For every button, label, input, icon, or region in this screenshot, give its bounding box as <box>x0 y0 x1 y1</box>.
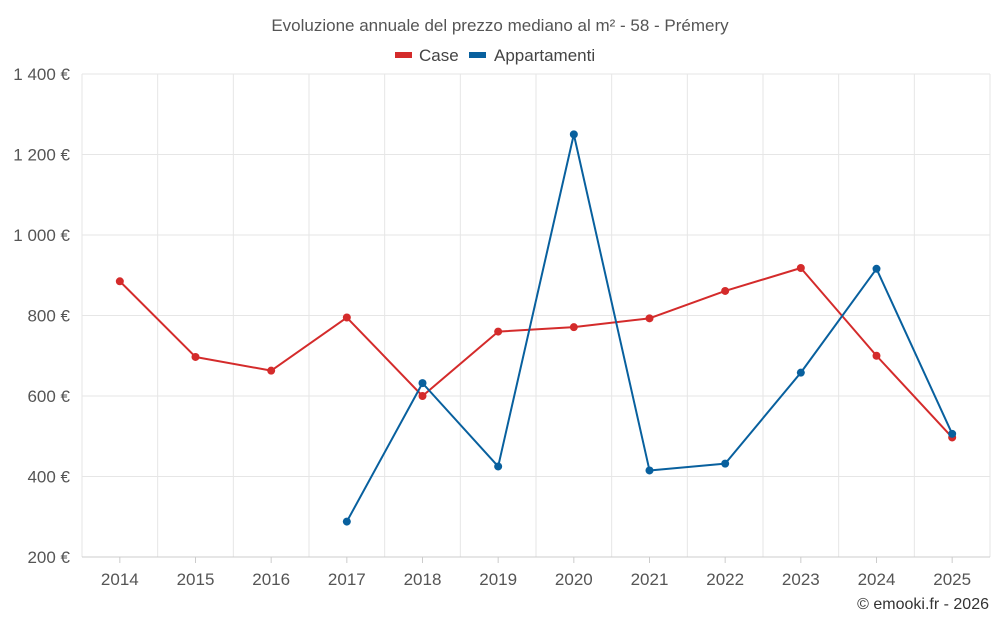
y-tick-label: 200 € <box>27 548 70 567</box>
y-tick-label: 1 400 € <box>13 65 70 84</box>
x-tick-label: 2021 <box>631 570 669 589</box>
data-point-appartamenti[interactable] <box>569 130 578 139</box>
series-case <box>115 264 957 442</box>
x-gridlines <box>81 74 991 557</box>
x-tick-label: 2019 <box>479 570 517 589</box>
legend-swatch-appartamenti <box>469 52 486 58</box>
data-point-appartamenti[interactable] <box>796 368 805 377</box>
legend-item-case[interactable]: Case <box>395 46 459 65</box>
y-tick-label: 800 € <box>27 307 70 326</box>
data-point-case[interactable] <box>418 392 427 400</box>
legend-item-appartamenti[interactable]: Appartamenti <box>469 46 595 65</box>
legend-label-case: Case <box>419 46 459 65</box>
x-tick-label: 2016 <box>252 570 290 589</box>
data-point-appartamenti[interactable] <box>418 379 427 388</box>
legend-label-appartamenti: Appartamenti <box>494 46 595 65</box>
data-point-case[interactable] <box>796 264 805 273</box>
data-point-case[interactable] <box>645 314 654 323</box>
series-layer <box>115 130 957 526</box>
data-point-case[interactable] <box>342 313 351 322</box>
x-tick-label: 2025 <box>933 570 971 589</box>
x-axis-labels: 2014 2015 2016 2017 2018 2019 2020 2021 2022 2023… <box>101 557 971 589</box>
data-point-appartamenti[interactable] <box>342 517 351 526</box>
legend[interactable]: Case Appartamenti <box>395 46 595 65</box>
data-point-case[interactable] <box>569 323 578 332</box>
x-tick-label: 2014 <box>101 570 139 589</box>
credit-text: © emooki.fr - 2026 <box>857 596 989 613</box>
x-tick-label: 2015 <box>177 570 215 589</box>
y-tick-label: 400 € <box>27 468 70 487</box>
x-tick-label: 2018 <box>404 570 442 589</box>
data-point-appartamenti[interactable] <box>645 466 654 475</box>
data-point-case[interactable] <box>267 366 276 375</box>
x-tick-label: 2022 <box>706 570 744 589</box>
data-point-case[interactable] <box>191 352 200 361</box>
data-point-appartamenti[interactable] <box>494 462 503 471</box>
data-point-appartamenti[interactable] <box>948 429 957 438</box>
x-tick-label: 2017 <box>328 570 366 589</box>
y-tick-label: 1 000 € <box>13 226 70 245</box>
data-point-case[interactable] <box>115 277 124 286</box>
data-point-appartamenti[interactable] <box>872 264 881 273</box>
y-tick-label: 1 200 € <box>13 146 70 165</box>
x-tick-label: 2023 <box>782 570 820 589</box>
x-tick-label: 2024 <box>858 570 896 589</box>
data-point-appartamenti[interactable] <box>721 459 730 468</box>
data-point-case[interactable] <box>721 286 730 295</box>
series-line-case <box>119 267 953 439</box>
legend-swatch-case <box>395 52 412 58</box>
series-appartamenti <box>342 130 957 526</box>
x-tick-label: 2020 <box>555 570 593 589</box>
data-point-case[interactable] <box>494 327 503 336</box>
chart-title: Evoluzione annuale del prezzo mediano al… <box>271 16 729 35</box>
y-axis-labels: 200 € 400 € 600 € 800 € 1 000 € 1 200 € 1 400 … <box>13 65 70 567</box>
series-line-appartamenti <box>345 133 954 523</box>
y-tick-label: 600 € <box>27 387 70 406</box>
data-point-case[interactable] <box>872 351 881 360</box>
